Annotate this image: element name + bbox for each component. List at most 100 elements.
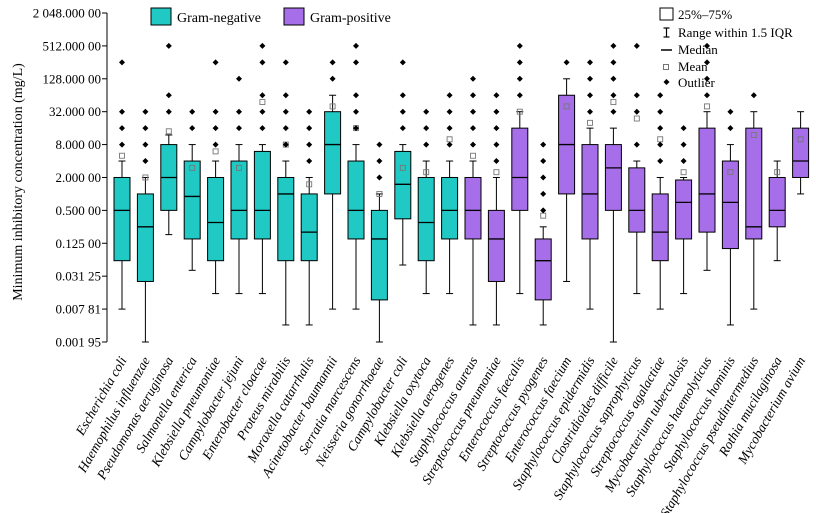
iqr-box bbox=[534, 238, 552, 301]
box-key-legend: 25%–75% Range within 1.5 IQR Median Mean… bbox=[659, 7, 793, 90]
outlier-point bbox=[633, 141, 640, 148]
mean-marker bbox=[727, 169, 734, 176]
box-group bbox=[394, 59, 412, 266]
outlier-point bbox=[399, 108, 406, 115]
outlier-point bbox=[610, 92, 617, 99]
key-outlier-label: Outlier bbox=[678, 75, 715, 90]
outlier-point bbox=[353, 59, 359, 66]
outlier-point bbox=[493, 92, 500, 99]
iqr-box bbox=[347, 160, 365, 240]
box-group bbox=[768, 160, 786, 262]
outlier-point bbox=[704, 59, 710, 66]
mean-marker bbox=[563, 103, 570, 110]
mean-marker bbox=[470, 152, 476, 159]
outlier-point bbox=[587, 108, 593, 115]
outlier-point bbox=[142, 141, 149, 148]
iqr-box bbox=[745, 127, 763, 240]
box-group bbox=[441, 92, 459, 295]
box-group bbox=[277, 59, 295, 326]
outlier-point bbox=[470, 108, 476, 115]
outlier-point bbox=[142, 108, 149, 115]
box-group bbox=[324, 59, 342, 310]
outlier-point bbox=[540, 158, 547, 165]
key-outlier-icon bbox=[663, 79, 670, 85]
iqr-box bbox=[230, 160, 248, 240]
mean-marker bbox=[212, 148, 219, 155]
box-group bbox=[651, 92, 669, 310]
outlier-point bbox=[516, 42, 523, 49]
box-group bbox=[417, 108, 435, 295]
outlier-point bbox=[212, 108, 219, 115]
outlier-point bbox=[680, 141, 687, 148]
mean-marker bbox=[165, 128, 172, 135]
outlier-point bbox=[376, 141, 383, 148]
box-group bbox=[253, 42, 271, 295]
iqr-box bbox=[417, 176, 435, 262]
outlier-point bbox=[306, 125, 313, 132]
iqr-box bbox=[441, 176, 459, 240]
outlier-point bbox=[119, 125, 125, 132]
outlier-point bbox=[587, 92, 593, 99]
iqr-box bbox=[277, 176, 295, 262]
outlier-point bbox=[727, 125, 734, 132]
iqr-box bbox=[113, 176, 131, 262]
outlier-point bbox=[516, 59, 523, 66]
outlier-point bbox=[259, 42, 266, 49]
mean-marker bbox=[610, 99, 617, 106]
iqr-box bbox=[394, 150, 412, 220]
outlier-point bbox=[587, 75, 593, 82]
outlier-point bbox=[399, 125, 406, 132]
key-box-label: 25%–75% bbox=[678, 7, 732, 22]
outlier-point bbox=[306, 158, 313, 165]
box-group bbox=[113, 59, 131, 310]
mean-marker bbox=[306, 181, 313, 188]
outlier-point bbox=[282, 92, 289, 99]
outlier-point bbox=[633, 42, 640, 49]
outlier-point bbox=[119, 141, 125, 148]
outlier-point bbox=[493, 158, 500, 165]
mean-marker bbox=[516, 108, 523, 115]
outlier-point bbox=[353, 108, 359, 115]
box-group bbox=[160, 42, 178, 236]
box-group bbox=[300, 108, 318, 326]
box-group bbox=[534, 141, 552, 326]
y-axis: 0.001 95 0.007 81 0.031 25 0.125 00 0.500 00… bbox=[33, 6, 108, 350]
mean-marker bbox=[189, 164, 196, 171]
outlier-point bbox=[657, 158, 664, 165]
outlier-point bbox=[563, 59, 570, 66]
iqr-box bbox=[300, 193, 318, 262]
outlier-point bbox=[704, 75, 710, 82]
iqr-box bbox=[370, 209, 388, 301]
mean-marker bbox=[680, 169, 687, 176]
iqr-box bbox=[721, 160, 739, 250]
iqr-box bbox=[324, 111, 342, 195]
mean-marker bbox=[774, 169, 781, 176]
box-group bbox=[370, 141, 388, 343]
outlier-point bbox=[423, 108, 430, 115]
iqr-box bbox=[487, 209, 505, 282]
outlier-point bbox=[540, 190, 547, 197]
outlier-point bbox=[212, 141, 219, 148]
outlier-point bbox=[610, 42, 617, 49]
y-tick-label: 0.031 25 bbox=[56, 269, 102, 284]
y-tick-label: 2.000 00 bbox=[56, 170, 102, 185]
outlier-point bbox=[165, 92, 172, 99]
key-box-icon bbox=[659, 7, 674, 21]
legend-label-gram-positive: Gram-positive bbox=[310, 11, 391, 26]
outlier-point bbox=[493, 141, 500, 148]
outlier-point bbox=[470, 141, 476, 148]
outlier-point bbox=[423, 125, 430, 132]
outlier-point bbox=[657, 125, 664, 132]
outlier-point bbox=[516, 92, 523, 99]
y-tick-label: 512.000 00 bbox=[43, 38, 102, 53]
outlier-point bbox=[236, 108, 242, 115]
iqr-box bbox=[183, 160, 201, 240]
outlier-point bbox=[470, 75, 476, 82]
outlier-point bbox=[446, 108, 453, 115]
mean-marker bbox=[446, 136, 453, 143]
outlier-point bbox=[610, 108, 617, 115]
outlier-point bbox=[657, 108, 664, 115]
outlier-point bbox=[119, 108, 125, 115]
mean-marker bbox=[423, 169, 430, 176]
outlier-point bbox=[727, 108, 734, 115]
